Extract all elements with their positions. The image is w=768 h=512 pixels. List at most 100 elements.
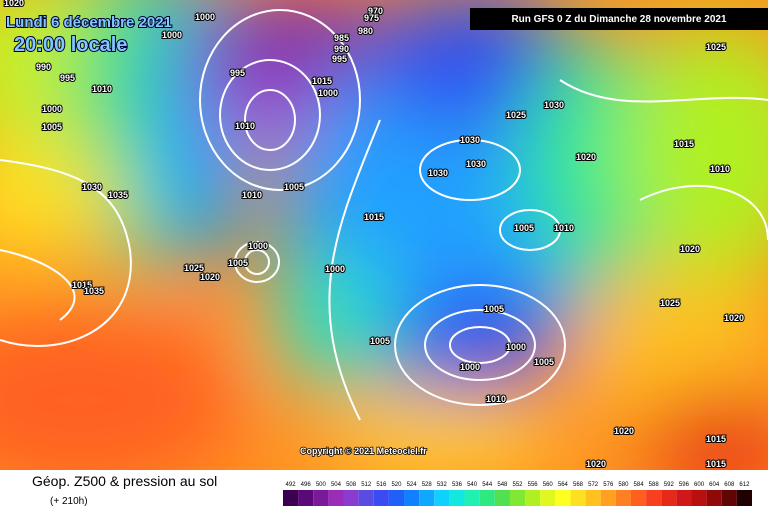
legend-swatch [630,490,647,506]
legend-swatch [509,490,526,506]
color-legend: 492 496 500 504 508 512 516 520 524 528 532 536 540 5… [283,482,752,506]
legend-swatch [388,490,405,506]
isobar-label: 980 [358,26,373,36]
legend-tick: 552 [512,482,523,488]
legend-tick: 576 [603,482,614,488]
isobar-label: 1000 [318,88,338,98]
legend-swatch [585,490,601,506]
isobar-label: 995 [230,68,245,78]
legend-tick: 496 [301,482,312,488]
isobar-label: 975 [364,13,379,23]
copyright: Copyright © 2021 Meteociel.fr [300,446,427,456]
legend-tick: 568 [573,482,584,488]
legend-swatch [646,490,662,506]
legend-tick: 592 [664,482,675,488]
legend-tick: 584 [634,482,645,488]
isobar-label: 1010 [486,394,506,404]
isobar-label: 1000 [325,264,345,274]
legend-tick: 516 [376,482,387,488]
legend-tick: 524 [407,482,418,488]
isobar-label: 970 [368,6,383,16]
legend-swatch [313,490,329,506]
isobar-label: 995 [332,54,347,64]
isobar-label: 1030 [82,182,102,192]
legend-tick: 520 [391,482,402,488]
isobar-label: 1030 [460,135,480,145]
isobars [0,9,768,421]
isobar-label: 990 [36,62,51,72]
isobar-label: 1035 [108,190,128,200]
isobar-label: 1010 [235,121,255,131]
legend-swatch [736,490,752,506]
legend-swatch [479,490,495,506]
isobar-label: 1005 [284,182,304,192]
isobar-label: 1015 [72,280,92,290]
isobar-label: 1035 [84,286,104,296]
isobar-label: 1020 [614,426,634,436]
map: Lundi 6 décembre 2021 20:00 locale Run G… [0,0,768,470]
isobar-label: 1020 [200,272,220,282]
isobar-label: 1015 [364,212,384,222]
isobar-label: 1020 [724,313,744,323]
legend-swatch [464,490,480,506]
isobar-label: 1015 [706,459,726,469]
run-info: Run GFS 0 Z du Dimanche 28 novembre 2021 [511,14,727,25]
legend-tick: 500 [316,482,327,488]
time: 20:00 locale [14,34,127,56]
legend-tick: 536 [452,482,463,488]
isobar-label: 1025 [660,298,680,308]
legend-swatch [676,490,692,506]
legend-swatch [328,490,344,506]
legend-swatch [419,490,435,506]
legend-tick: 600 [694,482,705,488]
isobar-label: 1015 [674,139,694,149]
isobar-label: 1005 [514,223,534,233]
legend-tick: 492 [286,482,297,488]
isobar-label: 1010 [554,223,574,233]
isobar-label: 1020 [586,459,606,469]
isobar-label: 1025 [506,110,526,120]
legend-tick: 512 [361,482,372,488]
legend-swatch [540,490,556,506]
isobar-label: 995 [60,73,75,83]
legend-swatch [691,490,707,506]
legend-tick: 544 [482,482,493,488]
isobar-label: 1000 [42,104,62,114]
legend-swatch [343,490,359,506]
legend-tick: 540 [467,482,478,488]
legend-swatch [706,490,722,506]
footer-title: Géop. Z500 & pression au sol [32,473,217,489]
legend-swatch [615,490,631,506]
isobar-label: 985 [334,33,349,43]
isobar-labels: 1020100010009909951010100010051030103510… [3,0,745,470]
legend-tick: 504 [331,482,342,488]
legend-swatch [283,490,299,506]
legend-swatch [358,490,374,506]
legend-tick: 528 [422,482,433,488]
isobar-label: 1015 [312,76,332,86]
date: Lundi 6 décembre 2021 [6,14,172,31]
legend-swatch [525,490,541,506]
legend-tick: 532 [437,482,448,488]
isobar-label: 1030 [544,100,564,110]
isobar-label: 1000 [506,342,526,352]
isobar-label: 1025 [184,263,204,273]
legend-swatch [570,490,586,506]
legend-swatch [404,490,420,506]
isobar-label: 1010 [710,164,730,174]
isobar-label: 1030 [428,168,448,178]
legend-tick: 580 [618,482,629,488]
isobar-label: 1000 [248,241,268,251]
legend-tick: 596 [679,482,690,488]
legend-swatch [661,490,677,506]
isobar-label: 1005 [42,122,62,132]
legend-tick: 604 [709,482,720,488]
isobar-label: 1020 [576,152,596,162]
isobar-label: 990 [334,44,349,54]
legend-swatch [494,490,510,506]
legend-swatch [434,490,450,506]
legend-tick: 560 [543,482,554,488]
isobar-label: 1005 [228,258,248,268]
footer-subtitle: (+ 210h) [50,496,88,507]
